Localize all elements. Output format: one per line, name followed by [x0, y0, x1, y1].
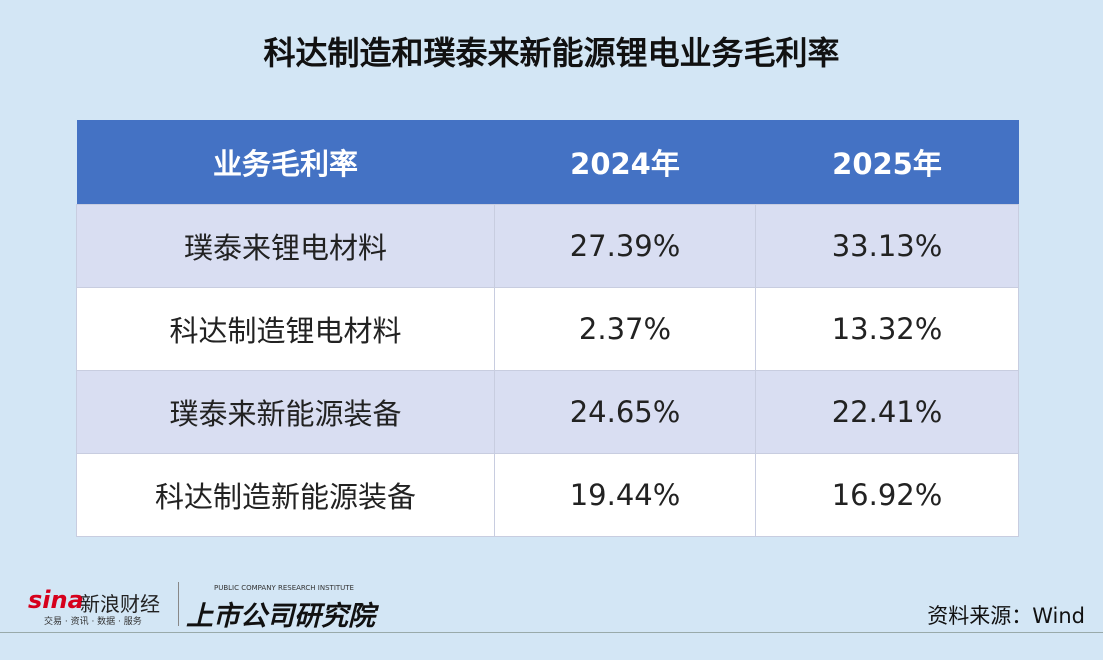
cell: 13.32%: [755, 287, 1019, 371]
header-cell: 2025年: [755, 120, 1019, 205]
institute-en: PUBLIC COMPANY RESEARCH INSTITUTE: [214, 584, 354, 592]
source: 资料来源：Wind: [927, 604, 1085, 628]
cell: 科达制造新能源装备: [76, 453, 495, 537]
cell: 22.41%: [755, 370, 1019, 454]
header-cell: 业务毛利率: [76, 120, 495, 205]
row: 科达制造新能源装备 19.44% 16.92%: [76, 453, 1019, 537]
cell: 27.39%: [494, 204, 756, 288]
divider: [178, 582, 179, 626]
row: 璞泰来新能源装备 24.65% 22.41%: [76, 370, 1019, 454]
bottom-line: [0, 632, 1103, 633]
cell: 16.92%: [755, 453, 1019, 537]
cell: 19.44%: [494, 453, 756, 537]
table: 业务毛利率 2024年 2025年 璞泰来锂电材料 27.39% 33.13% …: [76, 120, 1019, 537]
cell: 2.37%: [494, 287, 756, 371]
cell: 33.13%: [755, 204, 1019, 288]
institute-logo: 上市公司研究院: [186, 601, 375, 632]
sina-name: 新浪财经: [80, 592, 160, 616]
sina-logo: sina: [28, 586, 84, 614]
cell: 璞泰来锂电材料: [76, 204, 495, 288]
title: 科达制造和璞泰来新能源锂电业务毛利率: [263, 34, 840, 72]
header-cell: 2024年: [494, 120, 756, 205]
header-row: 业务毛利率 2024年 2025年: [76, 120, 1019, 205]
sina-tagline: 交易 · 资讯 · 数据 · 服务: [44, 617, 142, 627]
cell: 科达制造锂电材料: [76, 287, 495, 371]
row: 璞泰来锂电材料 27.39% 33.13%: [76, 204, 1019, 288]
cell: 璞泰来新能源装备: [76, 370, 495, 454]
cell: 24.65%: [494, 370, 756, 454]
row: 科达制造锂电材料 2.37% 13.32%: [76, 287, 1019, 371]
